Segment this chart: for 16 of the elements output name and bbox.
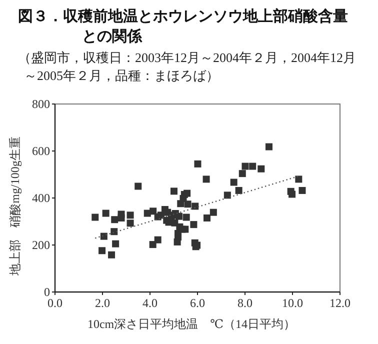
y-tick-label: 0 <box>44 285 50 299</box>
y-tick-label: 600 <box>32 144 50 158</box>
x-tick-label: 6.0 <box>190 296 205 310</box>
y-tick-label: 400 <box>32 191 50 205</box>
subtitle: （盛岡市，収穫日：2003年12月～2004年２月，2004年12月～2005年２月，品種：まほろば） <box>18 50 356 83</box>
title: 図３．収穫前地温とホウレンソウ地上部硝酸含量との関係 <box>18 8 348 45</box>
y-tick-label: 200 <box>32 238 50 252</box>
x-tick-label: 0.0 <box>48 296 62 310</box>
y-tick-label: 800 <box>32 97 50 111</box>
x-tick-label: 12.0 <box>330 296 350 310</box>
x-tick-label: 8.0 <box>238 296 252 310</box>
x-tick-label: 2.0 <box>95 296 110 310</box>
x-tick-label: 4.0 <box>142 296 158 310</box>
x-axis-title: 10cm深さ日平均地温 ℃（14日平均） <box>87 317 296 331</box>
y-axis-title: 地上部 硝酸mg/100g生重 <box>8 136 22 276</box>
x-tick-label: 10.0 <box>282 296 303 310</box>
